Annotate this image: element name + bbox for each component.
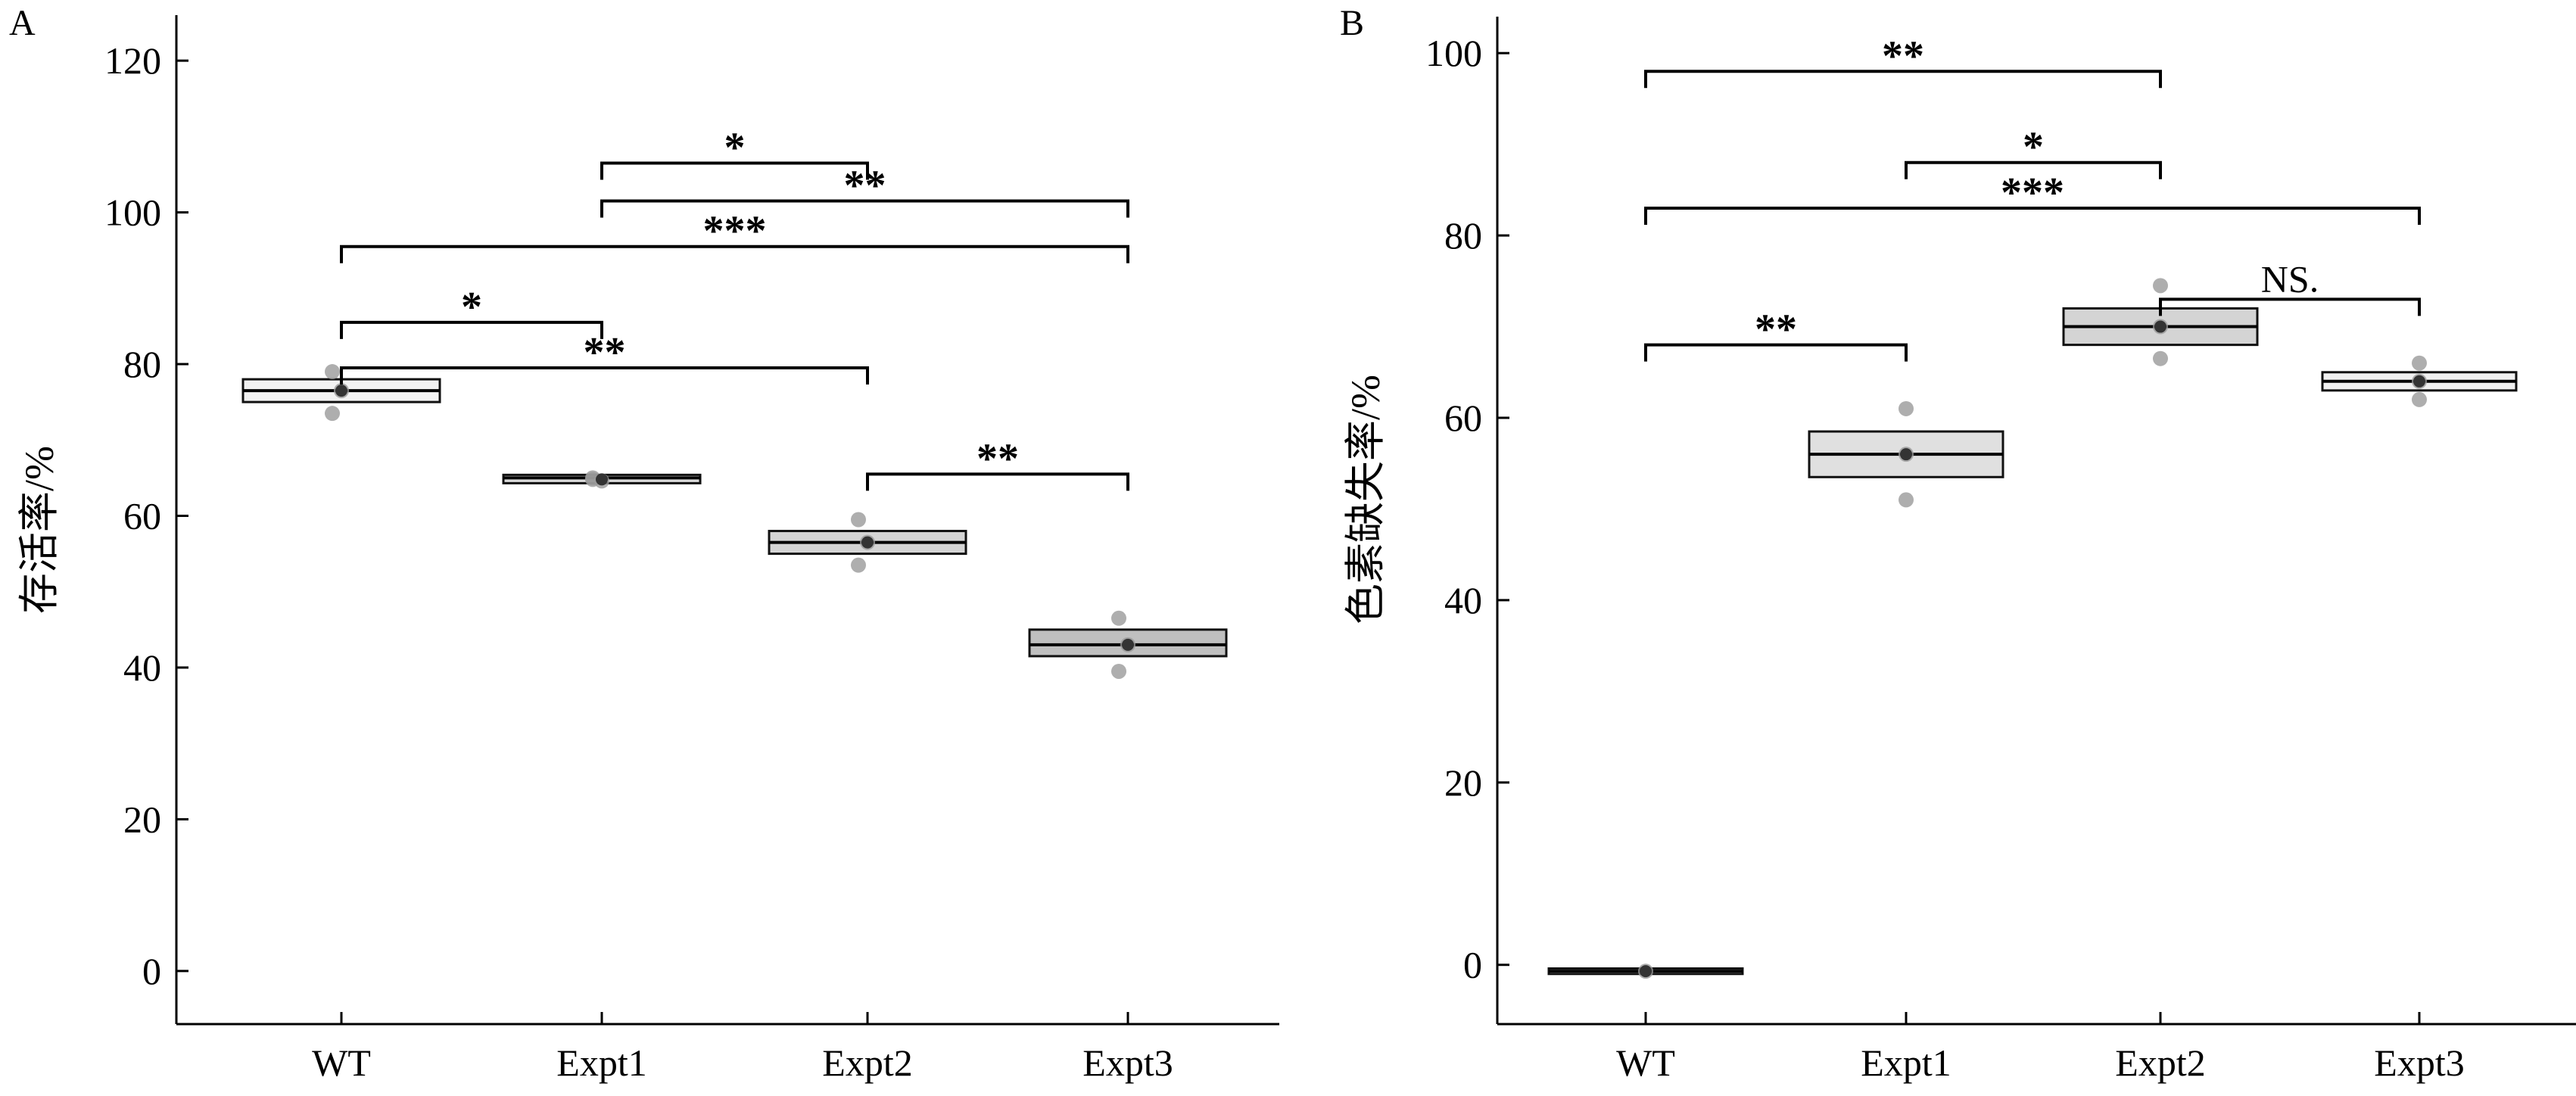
- panel-a-y-tick-label: 100: [104, 191, 161, 234]
- panel-b-significance-label: NS.: [2261, 257, 2319, 300]
- panel-b-x-tick-label: Expt3: [2374, 1042, 2464, 1084]
- panel-b-y-tick-label: 80: [1444, 214, 1482, 257]
- panel-b-point-expt3: [2412, 391, 2427, 407]
- panel-b-y-tick-label: 40: [1444, 579, 1482, 621]
- panel-b-mean-expt2: [2154, 320, 2166, 333]
- panel-b-significance-label: ***: [2001, 170, 2064, 216]
- panel-a-y-tick-label: 40: [123, 646, 161, 689]
- panel-a-point-wt: [325, 406, 340, 422]
- panel-a-significance-label: **: [584, 329, 626, 376]
- panel-b-x-tick-label: WT: [1616, 1042, 1675, 1084]
- panel-a-significance-label: *: [724, 124, 746, 171]
- panel-a-mean-expt1: [596, 473, 608, 486]
- panel-a-significance-label: *: [461, 284, 482, 331]
- panel-b-x-tick-label: Expt1: [1861, 1042, 1951, 1084]
- panel-b-significance-label: *: [2023, 124, 2044, 171]
- panel-a-point-expt2: [851, 557, 866, 573]
- panel-a-mean-expt2: [861, 536, 874, 549]
- panel-b-y-tick-label: 0: [1463, 944, 1482, 986]
- panel-b-y-axis-label: 色素缺失率/%: [1343, 375, 1388, 624]
- panel-b-mean-expt3: [2413, 375, 2425, 388]
- panel-b-point-expt2: [2153, 350, 2168, 366]
- panel-b-point-expt1: [1899, 400, 1914, 416]
- panel-a-significance-bracket: [600, 199, 1129, 218]
- panel-b-significance-bracket: [1644, 343, 1908, 362]
- panel-b-significance-label: **: [1755, 307, 1797, 353]
- panel-a-x-tick-label: Expt3: [1082, 1042, 1173, 1084]
- panel-a-significance-bracket: [600, 161, 869, 180]
- panel-b-significance-bracket: [1905, 160, 2162, 179]
- panel-b-y-tick-label: 20: [1444, 761, 1482, 804]
- panel-a-significance-bracket: [340, 320, 603, 339]
- panel-b-y-tick-label: 100: [1425, 32, 1482, 74]
- panel-b-y-tick-label: 60: [1444, 397, 1482, 439]
- panel-a-significance-bracket: [866, 472, 1129, 491]
- panel-a-y-tick-label: 120: [104, 39, 161, 82]
- panel-a-mean-expt3: [1122, 638, 1134, 651]
- panel-a-label: A: [9, 3, 36, 43]
- panel-a: A 存活率/% 0 20 40 60 80 100 120 WT Expt1 Expt2 Expt3…: [9, 3, 1279, 1084]
- panel-a-point-wt: [325, 364, 340, 380]
- panel-a-significance-bracket: [340, 366, 869, 385]
- panel-a-y-tick-label: 0: [142, 950, 161, 992]
- panel-b-mean-wt: [1640, 965, 1652, 978]
- panel-a-y-axis-label: 存活率/%: [17, 446, 62, 614]
- panel-b-point-expt1: [1899, 492, 1914, 508]
- panel-b-point-expt2: [2153, 278, 2168, 294]
- panel-a-point-expt2: [851, 512, 866, 528]
- panel-b-significance-bracket: [1644, 206, 2421, 225]
- panel-b-point-expt3: [2412, 355, 2427, 371]
- panel-b-significance-bracket: [1644, 70, 2162, 89]
- panel-a-y-tick-label: 60: [123, 494, 161, 537]
- panel-b: B 色素缺失率/% 0 20 40 60 80 100 WT Expt1 Expt2 Expt3 *…: [1340, 3, 2576, 1084]
- panel-a-y-tick-label: 20: [123, 798, 161, 840]
- panel-a-significance-label: **: [844, 163, 886, 210]
- panel-b-label: B: [1340, 3, 1364, 43]
- panel-a-x-tick-label: Expt1: [556, 1042, 646, 1084]
- panel-a-x-tick-label: Expt2: [822, 1042, 912, 1084]
- panel-a-significance-label: ***: [703, 208, 767, 255]
- panel-a-point-expt3: [1111, 610, 1126, 626]
- panel-b-significance-label: **: [1882, 33, 1924, 79]
- panel-a-significance-bracket: [340, 244, 1129, 263]
- panel-b-x-tick-label: Expt2: [2115, 1042, 2205, 1084]
- panel-a-point-expt3: [1111, 663, 1126, 679]
- panel-a-significance-label: **: [977, 435, 1019, 482]
- panel-a-mean-wt: [335, 385, 347, 397]
- panel-a-x-tick-label: WT: [312, 1042, 371, 1084]
- panel-b-mean-expt1: [1900, 448, 1912, 461]
- panel-b-significance-bracket: [2159, 297, 2421, 316]
- panel-a-y-tick-label: 80: [123, 343, 161, 385]
